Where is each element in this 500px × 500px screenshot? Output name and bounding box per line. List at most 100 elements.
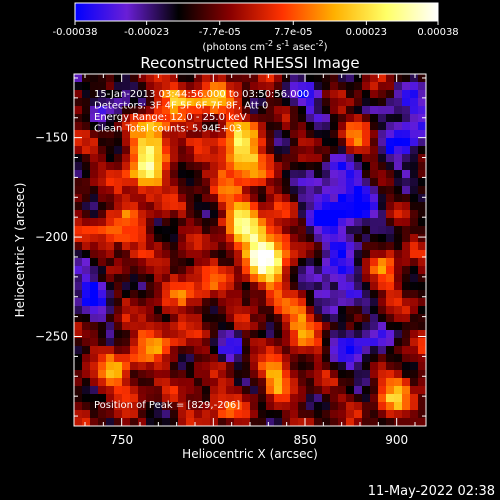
heatmap-cell bbox=[362, 138, 371, 147]
heatmap-cell bbox=[74, 218, 83, 227]
heatmap-cell bbox=[322, 90, 331, 99]
heatmap-cell bbox=[322, 130, 331, 139]
heatmap-cell bbox=[322, 202, 331, 211]
heatmap-cell bbox=[386, 298, 395, 307]
heatmap-cell bbox=[386, 250, 395, 259]
heatmap-cell bbox=[322, 370, 331, 379]
heatmap-cell bbox=[170, 386, 179, 395]
heatmap-cell bbox=[130, 314, 139, 323]
heatmap-cell bbox=[418, 274, 427, 283]
heatmap-cell bbox=[370, 258, 379, 267]
heatmap-cell bbox=[90, 170, 99, 179]
heatmap-cell bbox=[178, 370, 187, 379]
heatmap-cell bbox=[226, 106, 235, 115]
heatmap-cell bbox=[298, 154, 307, 163]
heatmap-cell bbox=[354, 330, 363, 339]
heatmap-cell bbox=[330, 90, 339, 99]
heatmap-cell bbox=[114, 330, 123, 339]
heatmap-cell bbox=[242, 106, 251, 115]
heatmap-cell bbox=[346, 242, 355, 251]
heatmap-cell bbox=[90, 394, 99, 403]
heatmap-cell bbox=[130, 98, 139, 107]
heatmap-cell bbox=[226, 338, 235, 347]
heatmap-cell bbox=[186, 226, 195, 235]
heatmap-cell bbox=[234, 290, 243, 299]
heatmap-cell bbox=[362, 106, 371, 115]
heatmap-cell bbox=[82, 226, 91, 235]
heatmap-cell bbox=[354, 226, 363, 235]
heatmap-cell bbox=[330, 234, 339, 243]
heatmap-cell bbox=[162, 298, 171, 307]
heatmap-cell bbox=[298, 314, 307, 323]
heatmap-cell bbox=[274, 122, 283, 131]
heatmap-cell bbox=[178, 394, 187, 403]
heatmap-cell bbox=[130, 138, 139, 147]
heatmap-cell bbox=[338, 402, 347, 411]
heatmap-cell bbox=[82, 250, 91, 259]
heatmap-cell bbox=[194, 282, 203, 291]
heatmap-cell bbox=[106, 378, 115, 387]
heatmap-cell bbox=[218, 90, 227, 99]
heatmap-cell bbox=[338, 266, 347, 275]
heatmap-cell bbox=[138, 354, 147, 363]
heatmap-cell bbox=[266, 418, 275, 427]
heatmap-cell bbox=[386, 386, 395, 395]
heatmap-cell bbox=[170, 82, 179, 91]
heatmap-cell bbox=[410, 122, 419, 131]
heatmap-cell bbox=[394, 378, 403, 387]
heatmap-cell bbox=[130, 170, 139, 179]
heatmap-cell bbox=[154, 258, 163, 267]
heatmap-cell bbox=[306, 338, 315, 347]
heatmap-cell bbox=[322, 410, 331, 419]
heatmap-cell bbox=[74, 346, 83, 355]
heatmap-cell bbox=[122, 218, 131, 227]
heatmap-cell bbox=[74, 306, 83, 315]
heatmap-cell bbox=[178, 162, 187, 171]
heatmap-cell bbox=[98, 114, 107, 123]
heatmap-cell bbox=[138, 290, 147, 299]
heatmap-cell bbox=[410, 114, 419, 123]
heatmap-cell bbox=[74, 138, 83, 147]
heatmap-cell bbox=[178, 298, 187, 307]
heatmap-cell bbox=[250, 314, 259, 323]
heatmap-cell bbox=[338, 378, 347, 387]
heatmap-cell bbox=[354, 258, 363, 267]
heatmap-cell bbox=[394, 106, 403, 115]
heatmap-cell bbox=[178, 138, 187, 147]
heatmap-cell bbox=[242, 202, 251, 211]
heatmap-cell bbox=[138, 234, 147, 243]
chart-title: Reconstructed RHESSI Image bbox=[140, 54, 359, 72]
heatmap-cell bbox=[378, 378, 387, 387]
heatmap-cell bbox=[242, 90, 251, 99]
heatmap-cell bbox=[274, 338, 283, 347]
heatmap-cell bbox=[378, 402, 387, 411]
heatmap-cell bbox=[74, 98, 83, 107]
heatmap-cell bbox=[346, 154, 355, 163]
heatmap-cell bbox=[162, 402, 171, 411]
heatmap-cell bbox=[202, 114, 211, 123]
heatmap-cell bbox=[130, 378, 139, 387]
heatmap-cell bbox=[242, 130, 251, 139]
heatmap-cell bbox=[82, 410, 91, 419]
heatmap-cell bbox=[266, 186, 275, 195]
heatmap-cell bbox=[138, 282, 147, 291]
heatmap-cell bbox=[330, 314, 339, 323]
heatmap-cell bbox=[394, 386, 403, 395]
heatmap-cell bbox=[354, 242, 363, 251]
heatmap-cell bbox=[242, 194, 251, 203]
heatmap-cell bbox=[258, 322, 267, 331]
heatmap-cell bbox=[202, 194, 211, 203]
heatmap-cell bbox=[114, 122, 123, 131]
heatmap-cell bbox=[298, 370, 307, 379]
heatmap-cell bbox=[346, 194, 355, 203]
heatmap-cell bbox=[354, 282, 363, 291]
heatmap-cell bbox=[410, 330, 419, 339]
colorbar-strip bbox=[74, 2, 439, 22]
heatmap-cell bbox=[194, 250, 203, 259]
heatmap-cell bbox=[210, 98, 219, 107]
heatmap-cell bbox=[378, 170, 387, 179]
heatmap-cell bbox=[106, 82, 115, 91]
heatmap-cell bbox=[266, 298, 275, 307]
heatmap-cell bbox=[138, 306, 147, 315]
heatmap-cell bbox=[330, 146, 339, 155]
